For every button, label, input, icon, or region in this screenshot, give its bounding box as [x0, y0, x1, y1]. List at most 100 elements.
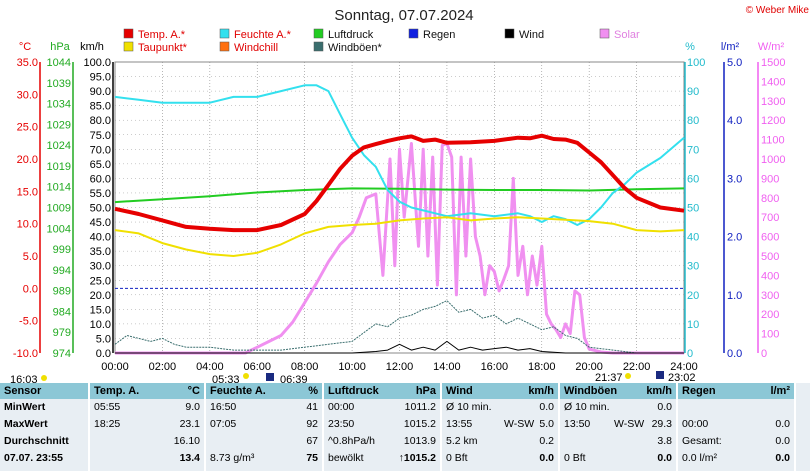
x-tick-label: 18:00 [528, 361, 556, 373]
gust-current-value: 0.0 [657, 452, 672, 464]
legend-swatch [219, 41, 230, 52]
x-tick-label: 06:00 [243, 361, 271, 373]
y-tick-label: 5.0 [96, 333, 111, 345]
legend-swatch [313, 28, 324, 39]
legend-swatch [313, 41, 324, 52]
hdr-temp: Temp. A. °C [90, 383, 204, 399]
hdr-temp-label: Temp. A. [94, 385, 140, 397]
x-tick-label: 20:00 [575, 361, 603, 373]
y-tick-label: 15.0 [17, 186, 38, 198]
y-tick-label: 974 [53, 348, 71, 360]
press-trend: ^0.8hPa/h [328, 435, 375, 447]
hum-avg-value: 67 [306, 435, 318, 447]
hdr-gust: Windböen km/h [560, 383, 676, 399]
hdr-hum: Feuchte A.% [206, 383, 322, 399]
y-tick-label: 1300 [761, 96, 785, 108]
y-tick-label: 5.0 [23, 251, 38, 263]
hdr-rain: Regen l/m² [678, 383, 794, 399]
y-tick-label: 10 [687, 319, 699, 331]
wind-min: Ø 10 min. 0.0 [442, 399, 558, 416]
hdr-temp-unit: °C [187, 385, 200, 397]
y-tick-label: 35.0 [17, 57, 38, 69]
hdr-wind: Wind km/h [442, 383, 558, 399]
press-current-value: ↑1015.2 [398, 452, 436, 464]
y-tick-label: 25.0 [17, 122, 38, 134]
series-line-luftdruck [114, 187, 685, 204]
press-min-time: 00:00 [328, 401, 355, 413]
y-tick-label: 1200 [761, 115, 785, 127]
wind-current-value: 0.0 [539, 452, 554, 464]
y-tick-label: 70 [687, 144, 699, 156]
temp-max-time: 18:25 [94, 418, 121, 430]
sun-time: 05:33 [212, 374, 240, 383]
sun-time: 06:39 [280, 374, 308, 383]
chart-legend: Temp. A.* Feuchte A.* Luftdruck Regen Wind So… [123, 28, 640, 54]
rain-max-time: 00:00 [682, 418, 709, 430]
col-rain: Regen l/m² 00:00 0.0 Gesamt: 0.0 0.0 l/m² 0.… [678, 383, 794, 471]
legend-label: Regen [423, 29, 455, 41]
y-tick-label: 500 [761, 251, 779, 263]
y-tick-label: -5.0 [19, 316, 38, 328]
hdr-press: Luftdruck hPa [324, 383, 440, 399]
y-tick-label: 1029 [47, 119, 71, 131]
gust-min: Ø 10 min. 0.0 [560, 399, 676, 416]
y-tick-label: 30 [687, 261, 699, 273]
temp-current-value: 13.4 [179, 452, 200, 464]
legend-swatch [123, 41, 134, 52]
y-tick-label: 1009 [47, 203, 71, 215]
row-label-max: MaxWert [4, 418, 48, 430]
y-tick-label: 600 [761, 232, 779, 244]
y-tick-label: 400 [761, 270, 779, 282]
wind-max-value: 5.0 [539, 418, 554, 430]
y-tick-label: 1019 [47, 161, 71, 173]
wind-max: 13:55 W-SW 5.0 [442, 416, 558, 433]
gust-min-note: Ø 10 min. [564, 401, 610, 413]
rain-max: 00:00 0.0 [678, 416, 794, 433]
hum-max: 07:05 92 [206, 416, 322, 433]
rain-current-value: 0.0 [775, 452, 790, 464]
y-tick-label: 15.0 [90, 304, 111, 316]
sun-astro-icon [266, 373, 274, 381]
axis-unit: km/h [80, 41, 104, 53]
y-tick-label: 10.0 [90, 319, 111, 331]
legend-label: Solar [614, 29, 640, 41]
hum-max-time: 07:05 [210, 418, 237, 430]
y-tick-label: 1100 [761, 135, 785, 147]
hum-current: 8.73 g/m³ 75 [206, 450, 322, 467]
temp-avg-value: 16.10 [173, 435, 200, 447]
sun-icon [625, 373, 631, 379]
col-temp: Temp. A. °C 05:55 9.0 18:25 23.1 16.10 13.4 [90, 383, 204, 471]
legend-swatch [504, 28, 515, 39]
y-tick-label: 80 [687, 115, 699, 127]
wind-avg: 5.2 km 0.2 [442, 433, 558, 450]
y-tick-label: 30.0 [17, 89, 38, 101]
y-tick-label: 900 [761, 173, 779, 185]
legend-swatch [123, 28, 134, 39]
wind-run: 5.2 km [446, 435, 478, 447]
x-tick-label: 04:00 [196, 361, 224, 373]
y-tick-label: 65.0 [90, 159, 111, 171]
x-tick-label: 14:00 [433, 361, 461, 373]
hdr-rain-label: Regen [682, 385, 716, 397]
x-axis-ticks: 00:00 02:00 04:00 06:00 08:00 10:00 12:00 14:00… [101, 361, 698, 373]
col-divider [794, 383, 796, 471]
hum-min-time: 16:50 [210, 401, 237, 413]
y-tick-label: 0.0 [96, 348, 111, 360]
sun-time: 23:02 [668, 372, 696, 383]
series-line-tempa [114, 133, 685, 233]
wind-max-dir: W-SW [504, 418, 535, 430]
y-tick-label: 994 [53, 265, 71, 277]
y-tick-label: 300 [761, 290, 779, 302]
x-tick-label: 16:00 [481, 361, 509, 373]
y-tick-label: 60.0 [90, 173, 111, 185]
y-tick-label: 20.0 [17, 154, 38, 166]
y-tick-label: 989 [53, 286, 71, 298]
col-sensor: Sensor MinWert MaxWert Durchschnitt 07.0… [0, 383, 88, 471]
y-axis-ticks: 35.0 30.0 25.0 20.0 15.0 10.0 5.0 0.0 -5.0 -10.0 1… [13, 57, 786, 360]
temp-min: 05:55 9.0 [90, 399, 204, 416]
wind-min-value: 0.0 [539, 401, 554, 413]
temp-max-value: 23.1 [179, 418, 200, 430]
y-tick-label: 90.0 [90, 86, 111, 98]
gust-max-dir: W-SW [614, 418, 645, 430]
y-tick-label: 0 [687, 348, 693, 360]
